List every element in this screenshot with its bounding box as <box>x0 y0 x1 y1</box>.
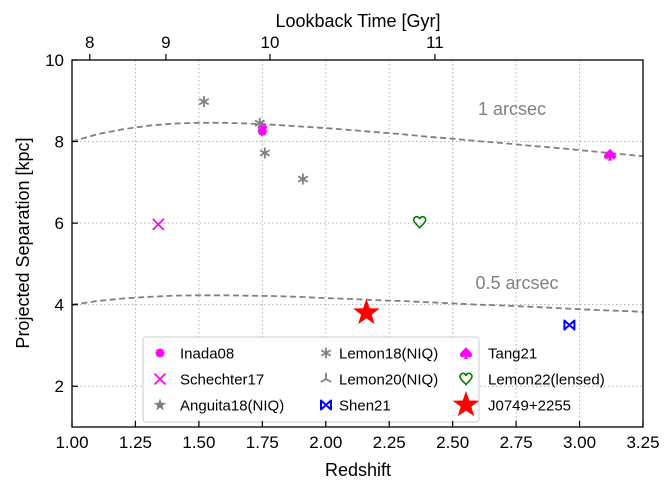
legend-marker-lemon20-niq-stroke <box>325 378 332 383</box>
x-tick-label: 1.50 <box>182 433 215 452</box>
x-tick-label: 2.50 <box>436 433 469 452</box>
curve-label: 0.5 arcsec <box>476 273 559 293</box>
y-tick-label: 6 <box>55 214 64 233</box>
y-tick-label: 2 <box>55 377 64 396</box>
x-tick-label: 3.00 <box>563 433 596 452</box>
point-lemon18-niq-stroke <box>254 119 266 127</box>
legend-marker-lemon18-niq-stroke <box>320 349 332 357</box>
legend-label: Lemon22(lensed) <box>488 372 605 389</box>
point-tang21 <box>604 148 617 161</box>
point-inada08-stroke <box>258 127 267 136</box>
x-tick-label: 3.25 <box>626 433 659 452</box>
y-tick-label: 4 <box>55 296 64 315</box>
legend-box <box>142 336 480 423</box>
legend-marker-tang21-shape <box>460 347 472 359</box>
y-axis-label: Projected Separation [kpc] <box>13 137 33 348</box>
point-inada08 <box>257 126 267 136</box>
legend-marker-tang21 <box>460 347 472 359</box>
x-axis-label: Redshift <box>325 460 391 480</box>
top-tick-label: 10 <box>260 33 279 52</box>
top-tick-label: 11 <box>426 33 444 52</box>
legend-label: Lemon20(NIQ) <box>339 372 438 389</box>
legend-marker-lemon22-lensed <box>459 372 473 386</box>
data-points <box>152 96 617 331</box>
legend-marker-lemon22-lensed-shape <box>459 372 473 386</box>
curve-label: 1 arcsec <box>478 99 546 119</box>
point-lemon18-niq <box>297 173 309 185</box>
top-x-axis-label: Lookback Time [Gyr] <box>275 11 440 31</box>
legend-label: Tang21 <box>488 346 537 363</box>
legend-label: Inada08 <box>180 346 234 363</box>
legend-marker-j0749-2255-shape <box>452 391 480 417</box>
legend-label: Anguita18(NIQ) <box>180 398 284 415</box>
legend-marker-anguita18-niq-shape <box>153 398 167 411</box>
y-tick-label: 8 <box>55 133 64 152</box>
legend-label: Lemon18(NIQ) <box>339 346 438 363</box>
axes-frame <box>71 59 644 428</box>
x-tick-label: 2.25 <box>373 433 406 452</box>
legend-marker-anguita18-niq <box>153 398 167 411</box>
legend-marker-lemon20-niq-stroke <box>320 378 327 383</box>
point-schechter17-stroke <box>152 218 165 231</box>
point-j0749-2255-shape <box>353 298 380 325</box>
angular-separation-curves: 1 arcsec 0.5 arcsec <box>71 99 644 313</box>
point-lemon18-niq <box>254 117 266 129</box>
x-tick-label: 2.00 <box>309 433 342 452</box>
plot-frame <box>71 59 644 428</box>
point-schechter17 <box>152 218 165 231</box>
point-lemon18-niq <box>259 147 271 159</box>
legend-marker-lemon20-niq <box>320 373 332 383</box>
curve-0-5-arcsec <box>71 294 644 313</box>
point-lemon18-niq-stroke <box>198 98 210 106</box>
legend-marker-j0749-2255 <box>452 391 480 417</box>
legend-label: J0749+2255 <box>488 398 571 415</box>
legend-marker-schechter17-stroke <box>153 372 167 386</box>
legend-marker-shen21 <box>320 399 332 411</box>
legend-marker-inada08 <box>155 348 165 358</box>
legend-label: Shen21 <box>339 398 391 415</box>
point-lemon18-niq-stroke <box>297 175 309 183</box>
legend-marker-schechter17 <box>153 372 167 386</box>
legend-marker-inada08-stroke <box>155 348 165 358</box>
top-tick-label: 9 <box>161 33 170 52</box>
legend: Inada08 Schechter17 Anguita18(NIQ) Lemon18(… <box>142 336 605 423</box>
legend-marker-shen21-shape <box>320 399 332 411</box>
legend-label: Schechter17 <box>180 372 264 389</box>
x-tick-label: 1.00 <box>55 433 88 452</box>
y-tick-label: 10 <box>45 51 64 70</box>
point-lemon18-niq <box>198 96 210 108</box>
point-shen21 <box>563 319 576 331</box>
point-lemon18-niq-stroke <box>259 149 271 157</box>
top-tick-label: 8 <box>85 33 94 52</box>
point-shen21-shape <box>563 319 576 331</box>
point-tang21-shape <box>604 148 617 161</box>
x-tick-label: 1.25 <box>119 433 152 452</box>
legend-marker-lemon18-niq <box>320 347 332 359</box>
x-tick-label: 2.75 <box>500 433 533 452</box>
point-j0749-2255 <box>353 298 380 325</box>
axis-ticks: 1.00 1.25 1.50 1.75 2.00 2.25 2.50 2.75 3.00 3.25… <box>45 33 659 452</box>
x-tick-label: 1.75 <box>246 433 279 452</box>
curve-1-arcsec <box>71 121 644 158</box>
